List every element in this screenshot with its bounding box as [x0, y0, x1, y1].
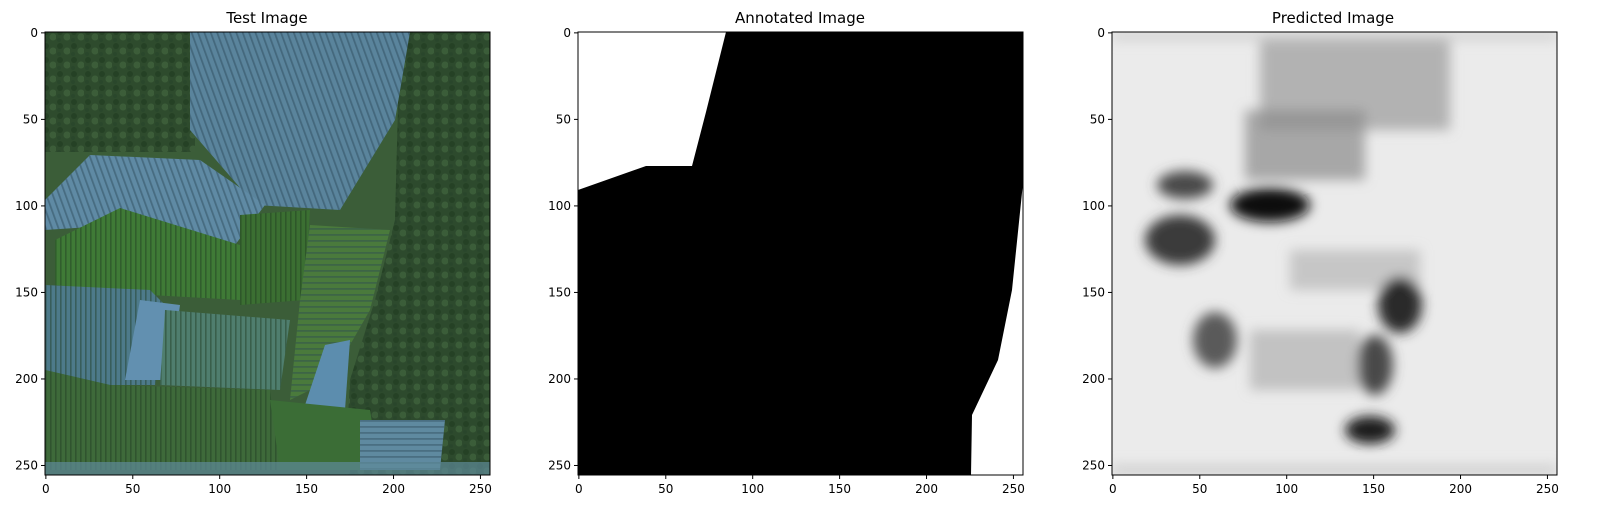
x-tick-label: 250 [469, 482, 492, 496]
y-tick-label: 250 [548, 458, 571, 472]
x-tick-label: 200 [915, 482, 938, 496]
y-tick-label: 50 [556, 112, 571, 126]
x-tick-label: 200 [382, 482, 405, 496]
axes-frame [577, 31, 1024, 476]
y-tick-label: 150 [548, 285, 571, 299]
axes-frame [44, 31, 491, 476]
panel-title: Annotated Image [735, 9, 865, 27]
test-image [45, 32, 490, 475]
panel-predicted-image: Predicted Image 0 50 100 150 200 250 0 50 100 150… [1082, 9, 1559, 496]
x-tick-label: 100 [741, 482, 764, 496]
annotated-mask [578, 32, 1023, 475]
x-tick-label: 250 [1536, 482, 1559, 496]
x-tick-label: 50 [658, 482, 673, 496]
y-tick-label: 250 [15, 458, 38, 472]
y-tick-label: 200 [15, 372, 38, 386]
x-tick-label: 200 [1449, 482, 1472, 496]
x-tick-label: 150 [828, 482, 851, 496]
x-tick-label: 50 [1192, 482, 1207, 496]
y-tick-label: 100 [15, 199, 38, 213]
y-tick-label: 100 [548, 199, 571, 213]
x-tick-label: 50 [125, 482, 140, 496]
panel-test-image: Test Image [15, 9, 492, 496]
y-tick-label: 150 [1082, 285, 1105, 299]
x-tick-label: 0 [42, 482, 50, 496]
y-tick-label: 100 [1082, 199, 1105, 213]
y-tick-label: 0 [1097, 26, 1105, 40]
x-tick-label: 100 [208, 482, 231, 496]
axes-frame [1111, 31, 1558, 476]
x-tick-label: 150 [295, 482, 318, 496]
y-tick-label: 0 [30, 26, 38, 40]
y-tick-label: 150 [15, 285, 38, 299]
predicted-image [1112, 32, 1557, 475]
y-tick-label: 200 [1082, 372, 1105, 386]
panel-annotated-image: Annotated Image 0 50 100 150 200 250 0 50 100 150… [548, 9, 1025, 496]
x-tick-label: 0 [575, 482, 583, 496]
x-tick-label: 100 [1275, 482, 1298, 496]
y-tick-label: 200 [548, 372, 571, 386]
y-tick-label: 50 [23, 112, 38, 126]
y-tick-label: 0 [563, 26, 571, 40]
panel-title: Predicted Image [1272, 9, 1394, 27]
panel-title: Test Image [225, 9, 307, 27]
x-tick-label: 150 [1362, 482, 1385, 496]
y-tick-label: 50 [1090, 112, 1105, 126]
x-tick-label: 250 [1002, 482, 1025, 496]
x-tick-label: 0 [1109, 482, 1117, 496]
y-tick-label: 250 [1082, 458, 1105, 472]
